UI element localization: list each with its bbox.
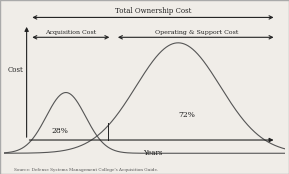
Text: Acquisition Cost: Acquisition Cost bbox=[45, 30, 96, 35]
Text: 28%: 28% bbox=[52, 127, 69, 135]
Text: Source: Defense Systems Management College's Acquisition Guide.: Source: Defense Systems Management Colle… bbox=[14, 168, 159, 172]
Text: 72%: 72% bbox=[178, 111, 195, 119]
Text: Cost: Cost bbox=[8, 66, 23, 74]
Text: Operating & Support Cost: Operating & Support Cost bbox=[155, 30, 238, 35]
Text: Years: Years bbox=[143, 149, 163, 157]
Text: Total Ownership Cost: Total Ownership Cost bbox=[115, 7, 191, 15]
